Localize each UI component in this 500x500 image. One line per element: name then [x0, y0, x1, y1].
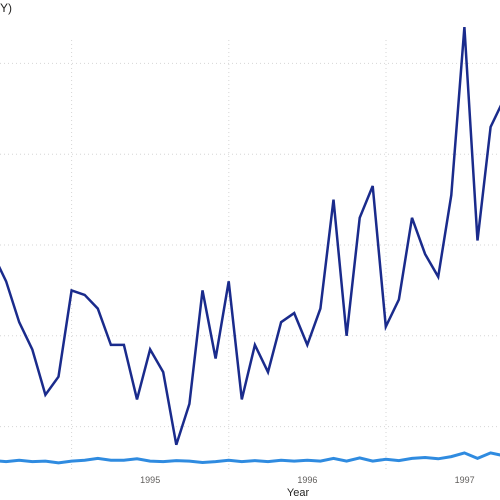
chart-title: Y) [0, 1, 12, 15]
series-line-2 [0, 451, 500, 465]
x-axis-ticks: 1995 1996 1997 [140, 475, 474, 485]
series-layer [0, 27, 500, 465]
gridlines [0, 40, 500, 472]
x-tick-label: 1996 [297, 475, 317, 485]
x-axis-label: Year [287, 487, 310, 499]
series-line-1 [0, 27, 500, 446]
x-tick-label: 1995 [140, 475, 160, 485]
x-tick-label: 1997 [455, 475, 475, 485]
